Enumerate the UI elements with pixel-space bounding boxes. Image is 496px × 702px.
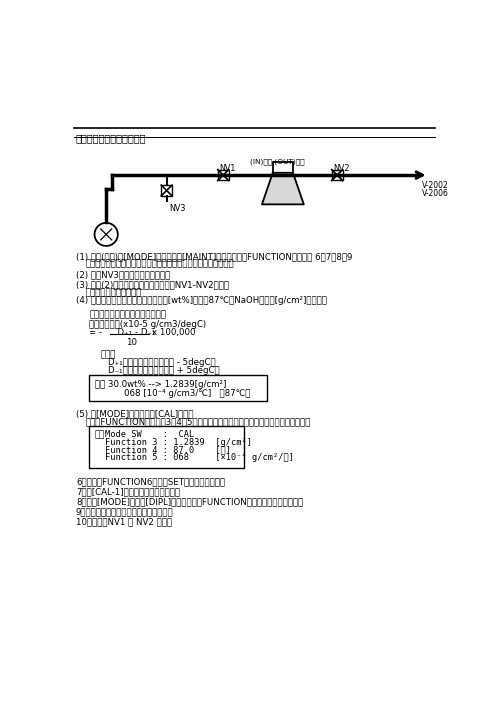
Text: 9）、最后，请确认密度值是否正确显示。: 9）、最后，请确认密度值是否正确显示。 [76, 507, 174, 516]
Text: 例）: 例） [95, 430, 105, 439]
Text: 8）、将[MODE]开关到[DIPL]模式，按下【FUNCTION】键，返回到测定模式。: 8）、将[MODE]开关到[DIPL]模式，按下【FUNCTION】键，返回到测… [76, 497, 303, 506]
Text: (3) 关闭(2)中的取样阀的同时，请关闭NV1-NV2阀门。: (3) 关闭(2)中的取样阀的同时，请关闭NV1-NV2阀门。 [76, 281, 229, 290]
Bar [332, 170, 343, 180]
Bar [218, 170, 229, 180]
Text: (IN)入口 (OUT)出口: (IN)入口 (OUT)出口 [250, 158, 305, 165]
Text: 密度计（横河）的校正方法: 密度计（横河）的校正方法 [76, 133, 146, 143]
Text: 注释：: 注释： [101, 350, 116, 359]
Text: 温度补偿系数(x10-5 g/cm3/degC): 温度补偿系数(x10-5 g/cm3/degC) [89, 320, 206, 329]
Text: (1) 仅在(初次)将[MODE]开关切换到[MAINT]模式，请按下FUNCTION分别选择 6、7、8、9: (1) 仅在(初次)将[MODE]开关切换到[MAINT]模式，请按下FUNCT… [76, 252, 352, 261]
Text: 例） 30.0wt% --> 1.2839[g/cm²]: 例） 30.0wt% --> 1.2839[g/cm²] [95, 380, 226, 389]
Text: NV1: NV1 [219, 164, 236, 173]
Text: (4) 对照附图的密度表，将分析的密度[wt%]换算成87℃时NaOH的比重[g/cm²]与温度。: (4) 对照附图的密度表，将分析的密度[wt%]换算成87℃时NaOH的比重[g… [76, 296, 327, 305]
Bar [89, 376, 267, 401]
Text: 7）、[CAL-1]校正向标样，校正结束。: 7）、[CAL-1]校正向标样，校正结束。 [76, 487, 180, 496]
Text: NV2: NV2 [333, 164, 350, 173]
Text: 按下面的公式计算温度补偿系数：: 按下面的公式计算温度补偿系数： [89, 310, 166, 319]
Text: D₋₁：密度（测量点的温度 + 5degC）: D₋₁：密度（测量点的温度 + 5degC） [109, 366, 220, 375]
Text: NV3: NV3 [170, 204, 186, 213]
Text: 6）、选择FUNCTION6按下【SET】键，开始校正。: 6）、选择FUNCTION6按下【SET】键，开始校正。 [76, 477, 225, 486]
Text: 10）请打开NV1 与 NV2 阀门。: 10）请打开NV1 与 NV2 阀门。 [76, 517, 172, 526]
Bar [161, 185, 172, 196]
Text: 将比重的下限值、上限值、基本温度、温度系数分别输入到其中。: 将比重的下限值、上限值、基本温度、温度系数分别输入到其中。 [85, 260, 234, 269]
Text: x 100,000: x 100,000 [152, 328, 195, 336]
Text: V-2006: V-2006 [423, 189, 449, 198]
Text: (2) 请在NV3处取样，并分析密度。: (2) 请在NV3处取样，并分析密度。 [76, 270, 170, 279]
Text: Mode SW    :  CAL: Mode SW : CAL [105, 430, 194, 439]
Text: D₊₁ - D₋₁: D₊₁ - D₋₁ [113, 329, 156, 338]
Text: Function 4 : 87.0    [℃]: Function 4 : 87.0 [℃] [105, 445, 231, 454]
Text: = -: = - [89, 329, 102, 338]
Bar [89, 426, 244, 468]
Text: 10: 10 [125, 338, 136, 347]
Text: 请按下FUNCTION分别选择3、4、5将取样液的比重、温度、温度系数分别输入到其中。: 请按下FUNCTION分别选择3、4、5将取样液的比重、温度、温度系数分别输入到… [85, 417, 310, 426]
Text: V-2002: V-2002 [423, 181, 449, 190]
Text: Function 5 : 068     [×10⁻⁴ g/cm²/℃]: Function 5 : 068 [×10⁻⁴ g/cm²/℃] [105, 453, 294, 462]
Text: D₊₁：密度（测量点的温度 - 5degC）: D₊₁：密度（测量点的温度 - 5degC） [109, 358, 216, 367]
Text: （为保持取样液的状态）: （为保持取样液的状态） [85, 289, 142, 297]
Bar [273, 162, 293, 173]
Text: 068 [10⁻⁴ g/cm3/℃]   在87℃时: 068 [10⁻⁴ g/cm3/℃] 在87℃时 [124, 389, 250, 398]
Text: Function 3 : 1.2839  [g/cm²]: Function 3 : 1.2839 [g/cm²] [105, 437, 251, 446]
Text: (5) 将[MODE]开关切换到[CAL]模式。: (5) 将[MODE]开关切换到[CAL]模式。 [76, 409, 193, 418]
Polygon shape [262, 173, 304, 204]
